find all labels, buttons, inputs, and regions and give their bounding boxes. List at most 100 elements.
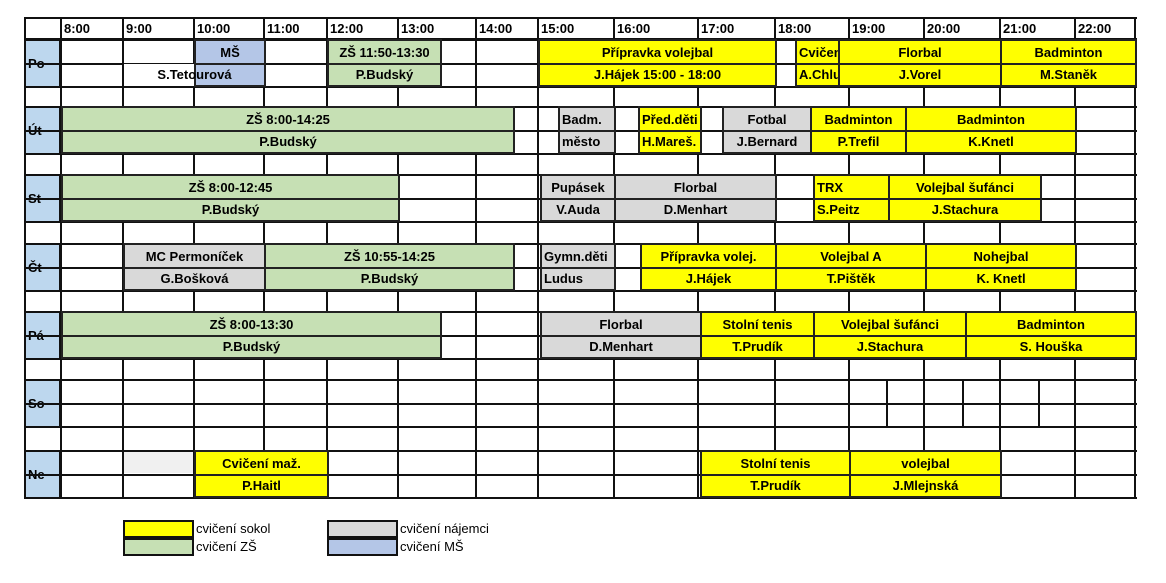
event-block[interactable]: Badminton S. Houška xyxy=(965,311,1137,359)
event-block[interactable]: ZŠ 8:00-14:25 P.Budský xyxy=(61,106,515,154)
event-person: P.Budský xyxy=(201,201,260,217)
hour-header-1000: 10:00 xyxy=(197,21,231,36)
event-person: J.Stachura xyxy=(931,201,999,217)
grid-hline xyxy=(24,379,1137,381)
event-block[interactable]: ZŠ 8:00-12:45 P.Budský xyxy=(61,174,400,222)
event-block[interactable]: Cvičení maž. P.Haitl xyxy=(194,450,329,498)
event-block[interactable]: Volejbal šufánci J.Stachura xyxy=(813,311,967,359)
event-title: Cvičení ž. xyxy=(797,41,859,65)
event-person: J.Vorel xyxy=(898,66,942,82)
event-block[interactable]: Pupásek V.Auda xyxy=(540,174,616,222)
hour-header-900: 9:00 xyxy=(126,21,153,36)
event-block[interactable]: Přípravka volej. J.Hájek xyxy=(640,243,777,291)
event-person: J.Stachura xyxy=(856,338,924,354)
hour-header-1100: 11:00 xyxy=(267,21,300,36)
event-block[interactable]: Cvičení ž. A.Chlum. xyxy=(795,39,859,87)
event-title: Badminton xyxy=(967,313,1135,337)
event-person: D.Menhart xyxy=(663,201,728,217)
legend-label: cvičení ZŠ xyxy=(196,539,257,554)
event-block[interactable]: Badminton K.Knetl xyxy=(905,106,1077,154)
grid-vline xyxy=(24,17,26,499)
event-block[interactable]: Stolní tenis T.Prudík xyxy=(700,311,815,359)
grid-hline xyxy=(24,153,1137,155)
hour-header-2000: 20:00 xyxy=(927,21,961,36)
event-person: J.Bernard xyxy=(736,133,798,149)
event-block[interactable]: Gymn.děti Ludus xyxy=(540,243,616,291)
event-title: Přípravka volejbal xyxy=(540,41,775,65)
event-block[interactable]: ZŠ 10:55-14:25 P.Budský xyxy=(264,243,515,291)
event-person: město xyxy=(562,133,601,149)
hour-header-1500: 15:00 xyxy=(541,21,575,36)
event-title: volejbal xyxy=(851,452,1000,476)
event-block[interactable]: Volejbal A T.Pištěk xyxy=(775,243,927,291)
event-person: J.Hájek xyxy=(685,270,732,286)
event-person: M.Staněk xyxy=(1039,66,1098,82)
event-block[interactable]: ZŠ 11:50-13:30 P.Budský xyxy=(327,39,442,87)
grid-vline xyxy=(60,17,62,499)
hour-header-1900: 19:00 xyxy=(852,21,886,36)
event-block[interactable]: Badminton P.Trefil xyxy=(810,106,907,154)
event-title: Badminton xyxy=(812,108,905,132)
hour-header-2100: 21:00 xyxy=(1003,21,1037,36)
legend-label: cvičení nájemci xyxy=(400,521,489,536)
event-person: T.Pištěk xyxy=(826,270,876,286)
event-title: Badm. xyxy=(560,108,614,132)
event-title: Volejbal A xyxy=(777,245,925,269)
hour-header-1700: 17:00 xyxy=(701,21,735,36)
grid-hline xyxy=(24,17,1137,19)
event-title: ZŠ 8:00-13:30 xyxy=(63,313,440,337)
event-title: Stolní tenis xyxy=(702,452,849,476)
event-block[interactable]: Florbal D.Menhart xyxy=(614,174,777,222)
event-title: MŠ xyxy=(196,41,264,65)
event-title: Pupásek xyxy=(542,176,614,200)
event-block[interactable]: Nohejbal K. Knetl xyxy=(925,243,1077,291)
event-title: Stolní tenis xyxy=(702,313,813,337)
event-title: ZŠ 8:00-14:25 xyxy=(63,108,513,132)
legend-swatch-ms xyxy=(327,538,398,556)
hour-header-1800: 18:00 xyxy=(778,21,812,36)
hour-header-1200: 12:00 xyxy=(330,21,364,36)
event-block[interactable]: MC Permoníček G.Bošková xyxy=(123,243,266,291)
event-block[interactable]: Před.děti H.Mareš. xyxy=(638,106,702,154)
grid-vline xyxy=(886,380,888,426)
event-title: Přípravka volej. xyxy=(642,245,775,269)
grid-hline xyxy=(24,426,1137,428)
grid-vline xyxy=(1134,17,1136,499)
event-extension xyxy=(124,64,194,86)
event-person: S.Tetourová xyxy=(157,66,232,82)
event-block[interactable]: Badminton M.Staněk xyxy=(1000,39,1137,87)
event-block[interactable]: Florbal J.Vorel xyxy=(838,39,1002,87)
hour-header-800: 8:00 xyxy=(64,21,91,36)
event-title: Florbal xyxy=(542,313,700,337)
event-block[interactable]: MŠ S.Tetourová xyxy=(157,39,266,87)
empty-shaded-cell xyxy=(124,452,193,473)
grid-hline xyxy=(24,450,1137,452)
grid-hline xyxy=(24,358,1137,360)
event-title: Nohejbal xyxy=(927,245,1075,269)
event-block[interactable]: TRX S.Peitz xyxy=(813,174,890,222)
event-block[interactable]: volejbal J.Mlejnská xyxy=(849,450,1002,498)
event-block[interactable]: Badm. město xyxy=(558,106,616,154)
event-person: J.Mlejnská xyxy=(892,477,959,493)
hour-header-1400: 14:00 xyxy=(479,21,513,36)
legend-label: cvičení MŠ xyxy=(400,539,464,554)
event-block[interactable]: Stolní tenis T.Prudík xyxy=(700,450,851,498)
event-person: A.Chlum. xyxy=(799,66,857,82)
event-title: Fotbal xyxy=(724,108,810,132)
event-person: T.Prudík xyxy=(732,338,783,354)
event-title: Florbal xyxy=(616,176,775,200)
legend-swatch-sokol xyxy=(123,520,194,538)
event-title: TRX xyxy=(815,176,888,200)
event-block[interactable]: ZŠ 8:00-13:30 P.Budský xyxy=(61,311,442,359)
event-block[interactable]: Volejbal šufánci J.Stachura xyxy=(888,174,1042,222)
event-title: Badminton xyxy=(907,108,1075,132)
event-block[interactable]: Fotbal J.Bernard xyxy=(722,106,812,154)
event-person: T.Prudík xyxy=(750,477,801,493)
event-block[interactable]: Přípravka volejbal J.Hájek 15:00 - 18:00 xyxy=(538,39,777,87)
grid-vline xyxy=(537,17,539,499)
event-person: P.Trefil xyxy=(837,133,880,149)
event-person: K. Knetl xyxy=(976,270,1026,286)
event-block[interactable]: Florbal D.Menhart xyxy=(540,311,702,359)
grid-hline xyxy=(24,221,1137,223)
event-title: Cvičení maž. xyxy=(196,452,327,476)
